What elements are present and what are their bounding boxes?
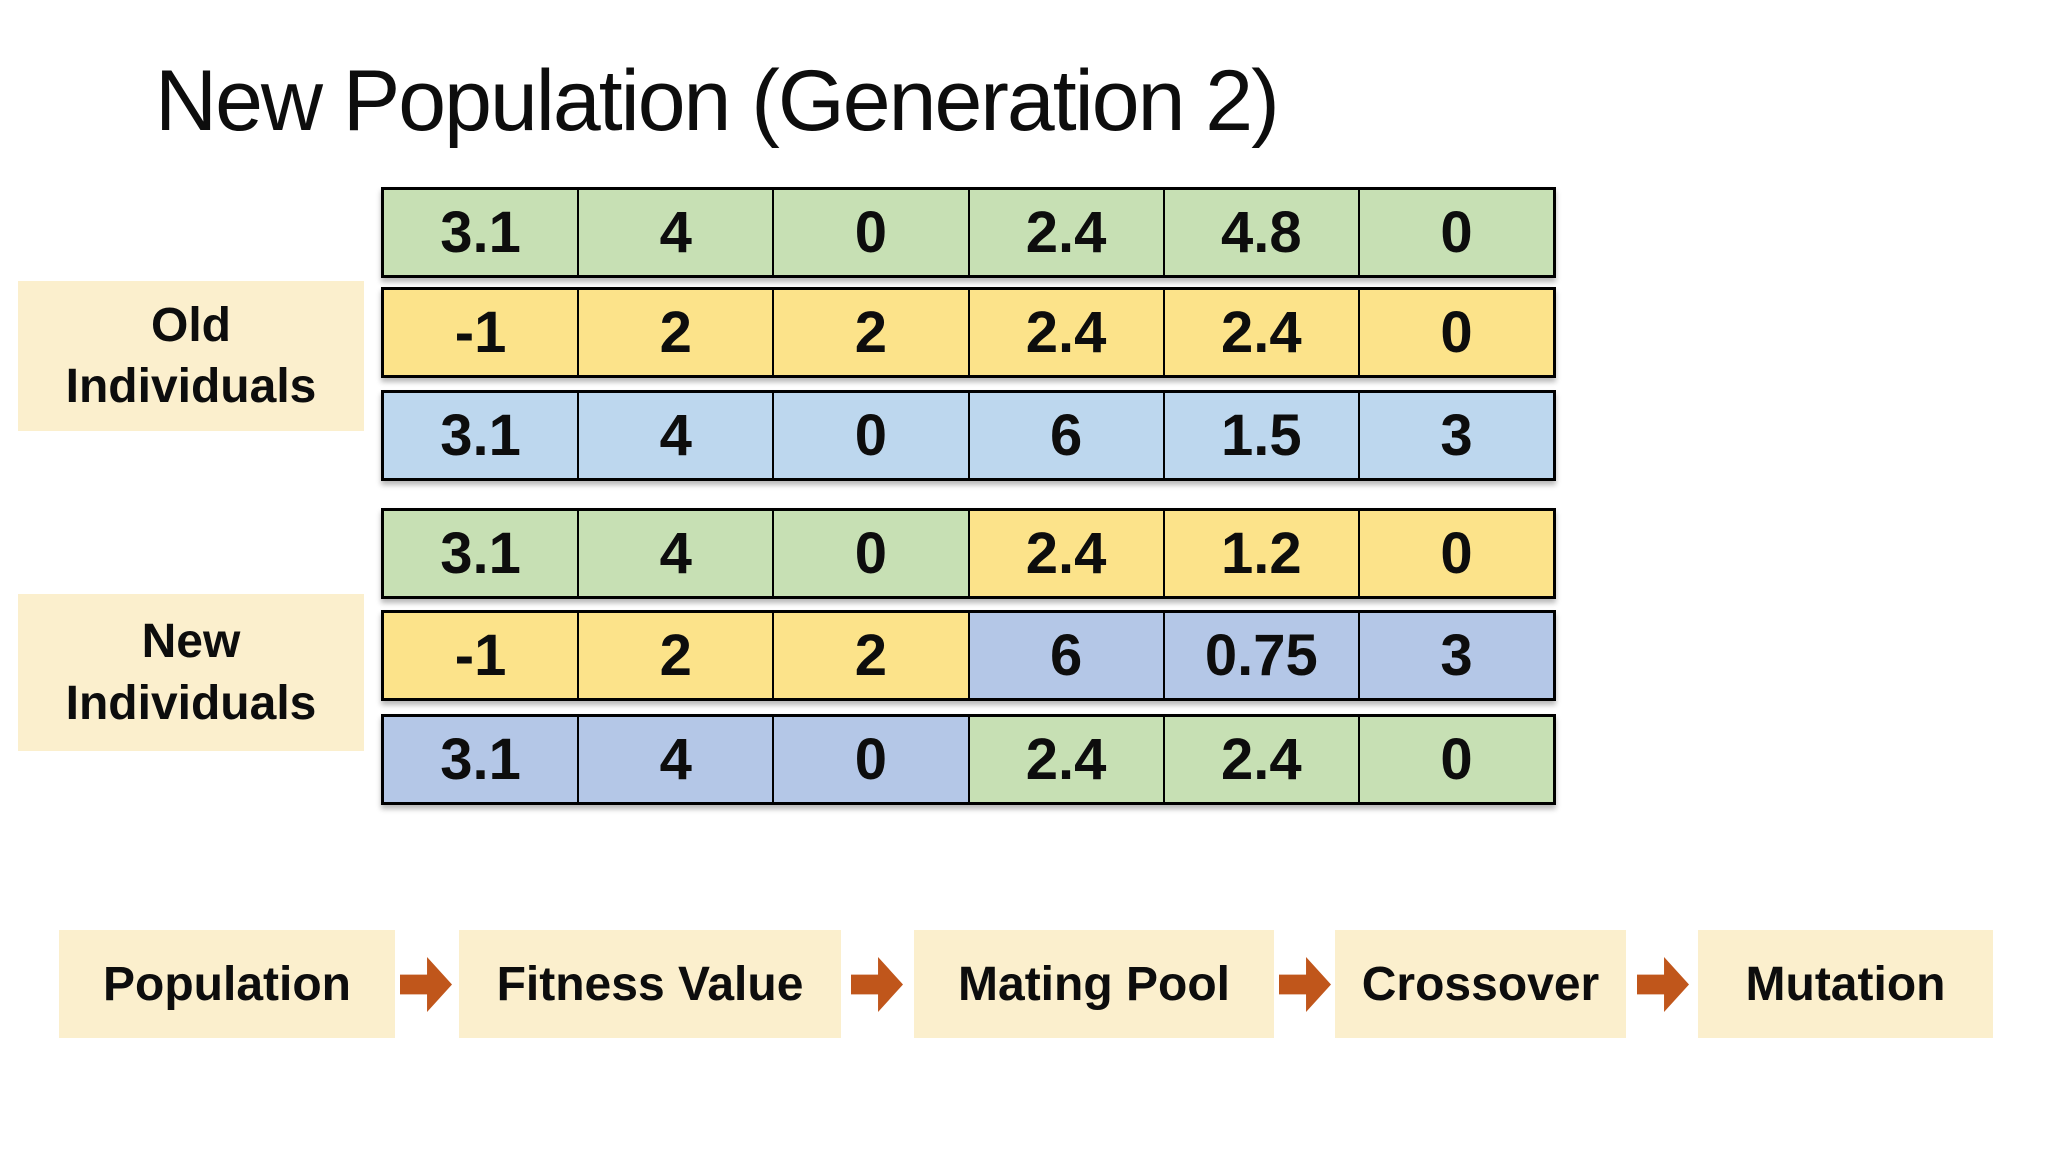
flow-step-fitness-value: Fitness Value <box>459 930 841 1038</box>
right-arrow-icon <box>851 957 903 1012</box>
old-individuals-label: Old Individuals <box>18 281 364 431</box>
label-line: Individuals <box>65 676 317 730</box>
table-cell: 2.4 <box>969 717 1165 802</box>
right-arrow-icon <box>400 957 452 1012</box>
right-arrow-icon <box>1637 957 1689 1012</box>
table-cell: 0 <box>774 190 970 275</box>
table-cell: 3 <box>1359 393 1554 478</box>
table-cell: 0 <box>774 511 970 596</box>
table-cell: 3.1 <box>384 511 580 596</box>
table-row: 3.1 4 0 2.4 4.8 0 <box>381 187 1556 278</box>
table-cell: 3 <box>1359 613 1554 698</box>
table-row: 3.1 4 0 6 1.5 3 <box>381 390 1556 481</box>
table-cell: 0 <box>774 717 970 802</box>
table-cell: 2.4 <box>1164 717 1360 802</box>
label-line: Individuals <box>65 360 317 413</box>
table-cell: 2.4 <box>969 190 1165 275</box>
table-row: 3.1 4 0 2.4 1.2 0 <box>381 508 1556 599</box>
flow-step-mating-pool: Mating Pool <box>914 930 1274 1038</box>
table-cell: 6 <box>969 613 1165 698</box>
table-cell: 0 <box>1359 290 1554 375</box>
table-cell: 4 <box>579 511 775 596</box>
flow-step-crossover: Crossover <box>1335 930 1626 1038</box>
right-arrow-icon <box>1279 957 1331 1012</box>
label-line: New <box>141 615 241 669</box>
table-row: 3.1 4 0 2.4 2.4 0 <box>381 714 1556 805</box>
table-cell: 0 <box>1359 717 1554 802</box>
flow-step-mutation: Mutation <box>1698 930 1993 1038</box>
table-cell: 0 <box>1359 190 1554 275</box>
table-cell: 0 <box>1359 511 1554 596</box>
table-cell: 4 <box>579 393 775 478</box>
table-cell: 0 <box>774 393 970 478</box>
table-cell: 2 <box>579 613 775 698</box>
table-cell: 3.1 <box>384 717 580 802</box>
table-cell: 1.5 <box>1164 393 1360 478</box>
table-cell: 3.1 <box>384 190 580 275</box>
table-row: -1 2 2 2.4 2.4 0 <box>381 287 1556 378</box>
table-cell: 3.1 <box>384 393 580 478</box>
table-cell: 2 <box>579 290 775 375</box>
label-line: Old <box>151 298 231 352</box>
table-cell: 4.8 <box>1164 190 1360 275</box>
table-cell: 2 <box>774 613 970 698</box>
table-cell: 2.4 <box>969 290 1165 375</box>
table-cell: 4 <box>579 717 775 802</box>
table-row: -1 2 2 6 0.75 3 <box>381 610 1556 701</box>
table-cell: -1 <box>384 613 580 698</box>
table-cell: 0.75 <box>1164 613 1360 698</box>
table-cell: 4 <box>579 190 775 275</box>
table-cell: 2 <box>774 290 970 375</box>
table-cell: 1.2 <box>1164 511 1360 596</box>
table-cell: 6 <box>969 393 1165 478</box>
page-title: New Population (Generation 2) <box>155 53 1280 149</box>
table-cell: 2.4 <box>1164 290 1360 375</box>
new-individuals-label: New Individuals <box>18 594 364 751</box>
flow-step-population: Population <box>59 930 395 1038</box>
table-cell: -1 <box>384 290 580 375</box>
table-cell: 2.4 <box>969 511 1165 596</box>
